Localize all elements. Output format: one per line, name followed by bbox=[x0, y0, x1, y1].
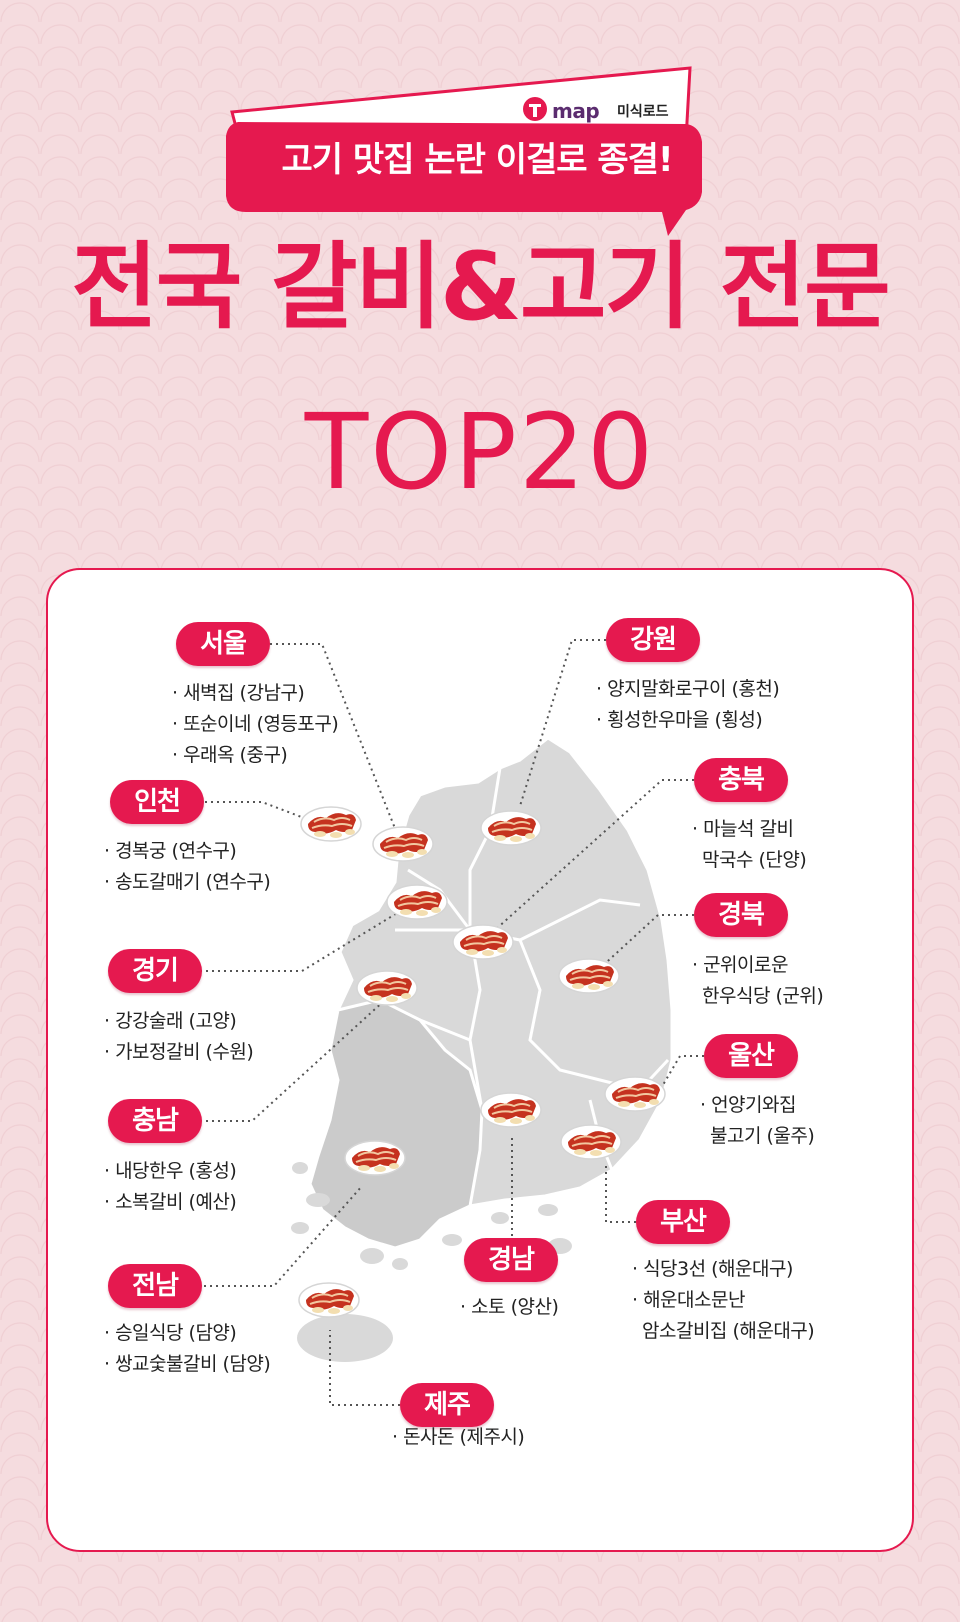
region-list-incheon: · 경복궁 (연수구) · 송도갈매기 (연수구) bbox=[104, 836, 271, 898]
leader-ulsan bbox=[659, 1055, 704, 1091]
brand-name: map bbox=[552, 99, 600, 123]
list-item: · 양지말화로구이 (홍천) bbox=[596, 678, 780, 700]
list-item: 한우식당 (군위) bbox=[702, 985, 824, 1007]
grilled-meat-icon bbox=[480, 1092, 542, 1128]
grilled-meat-icon bbox=[560, 1124, 622, 1160]
list-item: 불고기 (울주) bbox=[710, 1125, 815, 1147]
region-list-chungbuk: · 마늘석 갈비 막국수 (단양) bbox=[692, 814, 807, 876]
list-item: · 해운대소문난 bbox=[632, 1289, 745, 1311]
region-list-jeonnam: · 승일식당 (담양) · 쌍교숯불갈비 (담양) bbox=[104, 1318, 271, 1380]
page-title: 전국 갈비&고기 전문 bbox=[71, 233, 890, 342]
list-item: · 돈사돈 (제주시) bbox=[392, 1426, 525, 1448]
list-item: · 송도갈매기 (연수구) bbox=[104, 871, 271, 893]
list-item: · 식당3선 (해운대구) bbox=[632, 1258, 793, 1280]
leader-chungbuk bbox=[494, 779, 694, 931]
region-badge-ulsan: 울산 bbox=[704, 1034, 798, 1078]
region-badge-gyeonggi: 경기 bbox=[108, 949, 202, 993]
leader-busan bbox=[605, 1166, 636, 1223]
list-item: · 소복갈비 (예산) bbox=[104, 1191, 237, 1213]
region-badge-chungnam: 충남 bbox=[108, 1099, 202, 1143]
leader-gyeongbuk bbox=[597, 914, 694, 971]
list-item: · 강강술래 (고양) bbox=[104, 1010, 237, 1032]
list-item: · 군위이로운 bbox=[692, 954, 788, 976]
southwest-shape bbox=[308, 998, 484, 1250]
list-item: · 또순이네 (영등포구) bbox=[172, 713, 339, 735]
list-item: · 가보정갈비 (수원) bbox=[104, 1041, 254, 1063]
region-list-gyeongnam: · 소토 (양산) bbox=[460, 1292, 559, 1323]
region-badge-jeonnam: 전남 bbox=[108, 1264, 202, 1308]
list-item: · 언양기와집 bbox=[700, 1094, 796, 1116]
grilled-meat-icon bbox=[386, 884, 448, 920]
region-badge-gyeongbuk: 경북 bbox=[694, 893, 788, 937]
grilled-meat-icon bbox=[480, 810, 542, 846]
region-badge-gyeongnam: 경남 bbox=[464, 1238, 558, 1282]
page-subtitle: TOP20 bbox=[304, 391, 656, 513]
list-item: · 경복궁 (연수구) bbox=[104, 840, 237, 862]
tagline: 고기 맛집 논란 이걸로 종결! bbox=[281, 140, 674, 180]
list-item: · 내당한우 (홍성) bbox=[104, 1160, 237, 1182]
grilled-meat-icon bbox=[604, 1076, 666, 1112]
leader-gyeonggi bbox=[200, 903, 413, 972]
list-item: · 새벽집 (강남구) bbox=[172, 682, 305, 704]
region-list-chungnam: · 내당한우 (홍성) · 소복갈비 (예산) bbox=[104, 1156, 237, 1218]
region-badge-gangwon: 강원 bbox=[606, 618, 700, 662]
list-item: · 소토 (양산) bbox=[460, 1296, 559, 1318]
grilled-meat-icon bbox=[300, 806, 362, 842]
region-badge-busan: 부산 bbox=[636, 1200, 730, 1244]
brand-subtitle: 미식로드 bbox=[617, 104, 669, 120]
region-list-gyeongbuk: · 군위이로운 한우식당 (군위) bbox=[692, 950, 824, 1012]
list-item: · 쌍교숯불갈비 (담양) bbox=[104, 1353, 271, 1375]
list-item: · 승일식당 (담양) bbox=[104, 1322, 237, 1344]
region-list-jeju: · 돈사돈 (제주시) bbox=[392, 1422, 525, 1453]
grilled-meat-icon bbox=[372, 826, 434, 862]
grilled-meat-icon bbox=[558, 958, 620, 994]
region-list-gyeonggi: · 강강술래 (고양) · 가보정갈비 (수원) bbox=[104, 1006, 254, 1068]
leader-incheon bbox=[205, 801, 305, 819]
region-list-busan: · 식당3선 (해운대구) · 해운대소문난 암소갈비집 (해운대구) bbox=[632, 1254, 815, 1347]
speech-bubble bbox=[226, 66, 702, 236]
region-list-ulsan: · 언양기와집 불고기 (울주) bbox=[700, 1090, 815, 1152]
grilled-meat-icon bbox=[344, 1140, 406, 1176]
tmap-logo-icon bbox=[523, 97, 547, 121]
jeju-island bbox=[297, 1314, 393, 1362]
region-list-gangwon: · 양지말화로구이 (홍천) · 횡성한우마을 (횡성) bbox=[596, 674, 780, 736]
region-badge-seoul: 서울 bbox=[176, 622, 270, 666]
list-item: · 우래옥 (중구) bbox=[172, 744, 288, 766]
list-item: · 마늘석 갈비 bbox=[692, 818, 794, 840]
region-badge-incheon: 인천 bbox=[110, 780, 204, 824]
list-item: 암소갈비집 (해운대구) bbox=[642, 1320, 815, 1342]
region-badge-jeju: 제주 bbox=[400, 1383, 494, 1427]
list-item: · 횡성한우마을 (횡성) bbox=[596, 709, 763, 731]
grilled-meat-icon bbox=[298, 1282, 360, 1318]
list-item: 막국수 (단양) bbox=[702, 849, 807, 871]
leader-jeju bbox=[329, 1330, 400, 1406]
region-list-seoul: · 새벽집 (강남구) · 또순이네 (영등포구) · 우래옥 (중구) bbox=[172, 678, 339, 771]
grilled-meat-icon bbox=[356, 970, 418, 1006]
region-badge-chungbuk: 충북 bbox=[694, 758, 788, 802]
grilled-meat-icon bbox=[452, 924, 514, 960]
